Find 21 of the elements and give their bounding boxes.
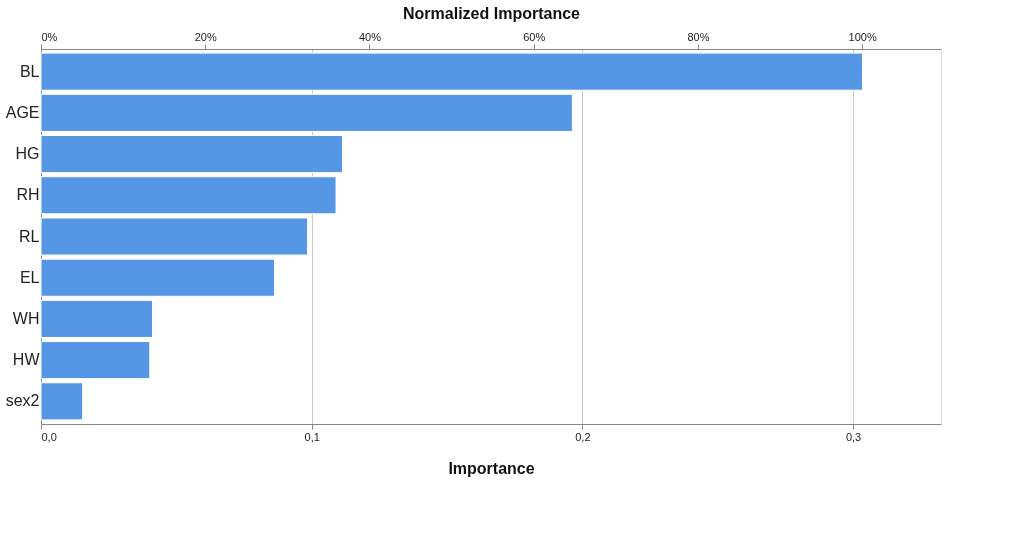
x2-tick-label: 20% [194, 30, 217, 43]
x-axis-title: Importance [448, 459, 535, 477]
y-tick-label: RH [16, 186, 40, 204]
x2-axis-title: Normalized Importance [403, 4, 581, 22]
x-tick-label: 0,1 [304, 430, 320, 443]
y-tick-label: HG [15, 145, 40, 163]
y-tick-label: HW [12, 351, 41, 369]
x-tick-label: 0,2 [575, 430, 591, 443]
y-tick-label: AGE [5, 103, 40, 121]
y-tick-label: WH [12, 309, 40, 327]
y-tick-label: sex2 [5, 392, 40, 410]
y-tick-label: RL [19, 227, 40, 245]
x2-tick-label: 40% [358, 30, 382, 43]
x2-tick-label: 0% [41, 30, 58, 43]
y-tick-label: EL [19, 268, 40, 286]
x-tick-label: 0,0 [41, 430, 57, 443]
y-tick-label: BL [19, 62, 40, 80]
x2-tick-label: 80% [687, 30, 710, 43]
x-tick-label: 0,3 [845, 430, 862, 443]
x2-tick-label: 100% [848, 30, 877, 43]
x2-tick-label: 60% [523, 30, 546, 43]
